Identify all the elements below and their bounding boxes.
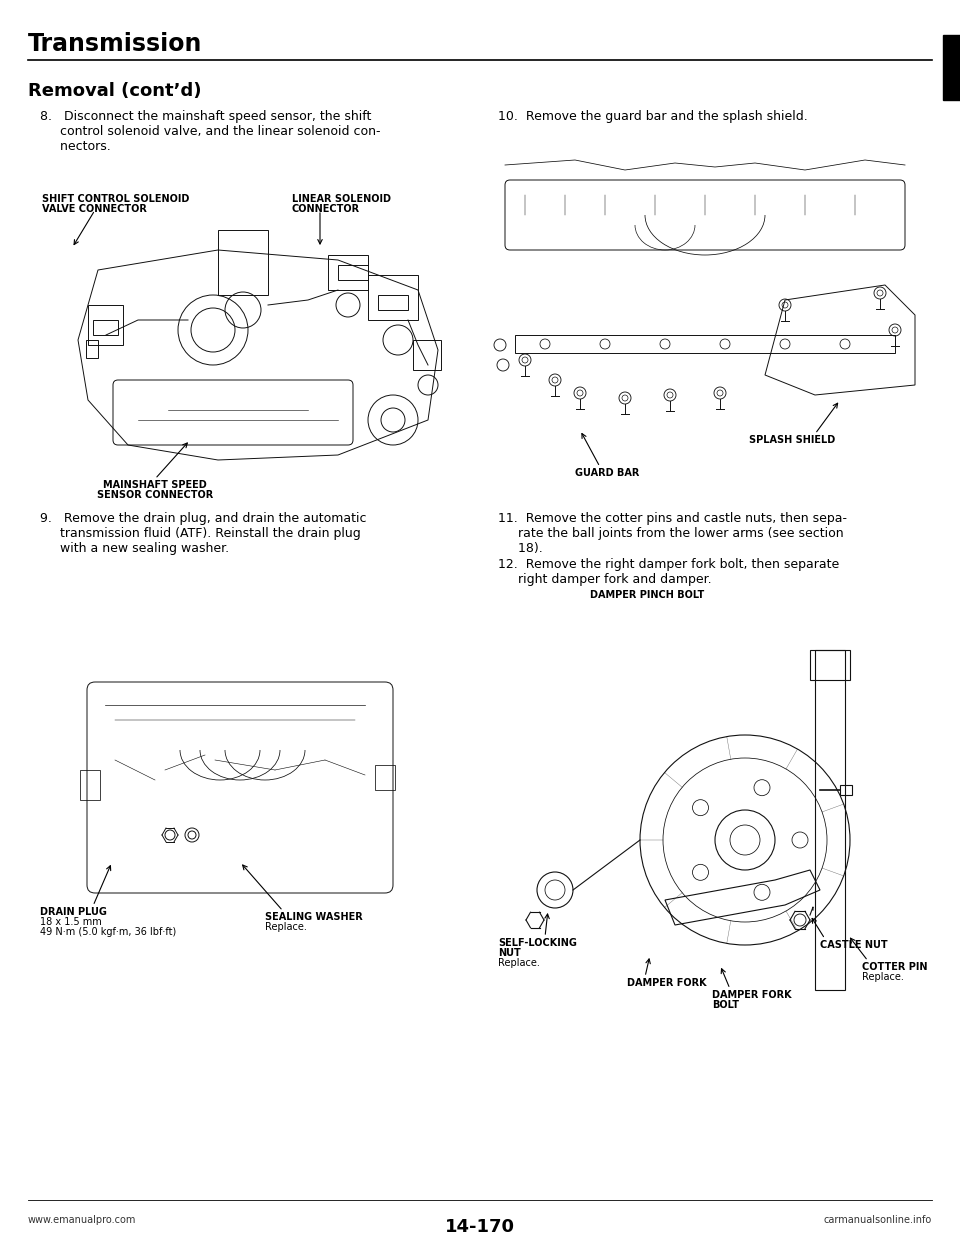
Text: SELF-LOCKING: SELF-LOCKING	[498, 938, 577, 948]
Text: carmanualsonline.info: carmanualsonline.info	[824, 1215, 932, 1225]
Text: 49 N·m (5.0 kgf·m, 36 lbf·ft): 49 N·m (5.0 kgf·m, 36 lbf·ft)	[40, 927, 177, 936]
Text: control solenoid valve, and the linear solenoid con-: control solenoid valve, and the linear s…	[40, 125, 380, 138]
Bar	[80, 770, 100, 800]
Text: 11.  Remove the cotter pins and castle nuts, then sepa-: 11. Remove the cotter pins and castle nu…	[498, 512, 847, 525]
Text: CASTLE NUT: CASTLE NUT	[820, 940, 888, 950]
Bar	[93, 320, 118, 335]
Bar	[943, 35, 960, 101]
Text: DAMPER PINCH BOLT: DAMPER PINCH BOLT	[590, 590, 705, 600]
Text: Removal (cont’d): Removal (cont’d)	[28, 82, 202, 101]
Text: CONNECTOR: CONNECTOR	[292, 204, 360, 214]
Bar	[515, 335, 895, 353]
Bar	[88, 306, 123, 345]
Bar	[38, 190, 448, 474]
Bar	[218, 230, 268, 296]
Bar	[815, 650, 845, 990]
Text: COTTER PIN: COTTER PIN	[862, 963, 927, 972]
Text: VALVE CONNECTOR: VALVE CONNECTOR	[42, 204, 147, 214]
Bar	[338, 265, 368, 279]
Bar	[810, 650, 850, 681]
Text: SHIFT CONTROL SOLENOID: SHIFT CONTROL SOLENOID	[42, 194, 189, 204]
Text: DAMPER FORK: DAMPER FORK	[627, 977, 707, 987]
Text: SEALING WASHER: SEALING WASHER	[265, 912, 363, 922]
Text: 12.  Remove the right damper fork bolt, then separate: 12. Remove the right damper fork bolt, t…	[498, 558, 839, 571]
Bar	[413, 340, 441, 370]
Text: 18).: 18).	[498, 542, 542, 555]
Bar	[840, 785, 852, 795]
Text: with a new sealing washer.: with a new sealing washer.	[40, 542, 229, 555]
Text: LINEAR SOLENOID: LINEAR SOLENOID	[292, 194, 391, 204]
Text: NUT: NUT	[498, 948, 520, 958]
Text: SENSOR CONNECTOR: SENSOR CONNECTOR	[97, 491, 213, 501]
Text: 14-170: 14-170	[445, 1218, 515, 1236]
Bar	[375, 765, 395, 790]
Text: DAMPER FORK: DAMPER FORK	[712, 990, 792, 1000]
Text: MAINSHAFT SPEED: MAINSHAFT SPEED	[103, 479, 206, 491]
Text: www.emanualpro.com: www.emanualpro.com	[28, 1215, 136, 1225]
Text: 8.   Disconnect the mainshaft speed sensor, the shift: 8. Disconnect the mainshaft speed sensor…	[40, 111, 372, 123]
Text: 9.   Remove the drain plug, and drain the automatic: 9. Remove the drain plug, and drain the …	[40, 512, 367, 525]
Text: Transmission: Transmission	[28, 32, 203, 56]
Text: right damper fork and damper.: right damper fork and damper.	[498, 573, 711, 586]
Bar	[328, 255, 368, 289]
Text: transmission fluid (ATF). Reinstall the drain plug: transmission fluid (ATF). Reinstall the …	[40, 527, 361, 540]
Bar	[378, 296, 408, 310]
Text: rate the ball joints from the lower arms (see section: rate the ball joints from the lower arms…	[498, 527, 844, 540]
Text: BOLT: BOLT	[712, 1000, 739, 1010]
Text: 18 x 1.5 mm: 18 x 1.5 mm	[40, 917, 102, 927]
Text: Replace.: Replace.	[498, 958, 540, 968]
Text: GUARD BAR: GUARD BAR	[575, 468, 639, 478]
Text: DRAIN PLUG: DRAIN PLUG	[40, 907, 107, 917]
Text: SPLASH SHIELD: SPLASH SHIELD	[749, 435, 835, 445]
Bar	[86, 340, 98, 358]
Text: nectors.: nectors.	[40, 140, 110, 153]
Text: Replace.: Replace.	[265, 922, 307, 932]
Text: Replace.: Replace.	[862, 972, 904, 982]
Text: 10.  Remove the guard bar and the splash shield.: 10. Remove the guard bar and the splash …	[498, 111, 807, 123]
Bar	[368, 274, 418, 320]
